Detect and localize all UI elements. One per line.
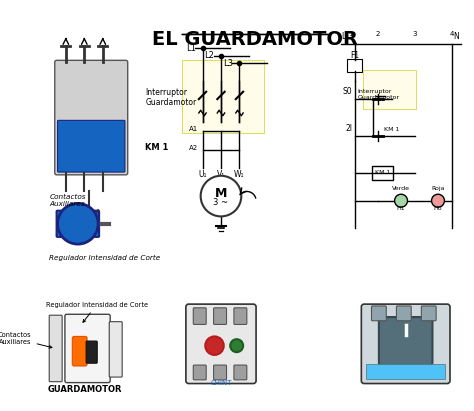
FancyBboxPatch shape	[421, 306, 436, 321]
FancyBboxPatch shape	[214, 365, 227, 380]
FancyBboxPatch shape	[214, 308, 227, 324]
Text: F1: F1	[350, 51, 359, 60]
Circle shape	[394, 194, 408, 207]
FancyBboxPatch shape	[379, 317, 432, 366]
FancyBboxPatch shape	[86, 341, 97, 363]
Text: Verde: Verde	[392, 186, 410, 191]
Text: V₁: V₁	[217, 170, 225, 179]
Text: 2: 2	[376, 31, 380, 37]
FancyBboxPatch shape	[396, 306, 411, 321]
FancyBboxPatch shape	[56, 211, 99, 237]
Text: Regulador Intensidad de Corte: Regulador Intensidad de Corte	[46, 302, 147, 322]
Text: CHINT: CHINT	[210, 381, 232, 386]
FancyBboxPatch shape	[363, 71, 416, 109]
Text: H1: H1	[397, 206, 405, 211]
Text: N: N	[454, 32, 459, 41]
FancyBboxPatch shape	[57, 120, 125, 172]
Text: L3: L3	[223, 59, 233, 67]
FancyBboxPatch shape	[109, 322, 122, 377]
FancyBboxPatch shape	[373, 166, 393, 180]
Circle shape	[57, 203, 98, 244]
Text: Interruptor
Guardamotor: Interruptor Guardamotor	[145, 88, 197, 107]
Circle shape	[230, 339, 243, 352]
Circle shape	[431, 194, 445, 207]
Text: A1: A1	[189, 127, 198, 132]
Text: H0: H0	[434, 206, 442, 211]
Text: 2I: 2I	[345, 125, 352, 134]
Circle shape	[201, 176, 241, 217]
FancyBboxPatch shape	[234, 365, 247, 380]
FancyBboxPatch shape	[361, 304, 450, 383]
FancyBboxPatch shape	[193, 365, 206, 380]
FancyBboxPatch shape	[49, 315, 62, 382]
Text: Regulador Intensidad de Corte: Regulador Intensidad de Corte	[49, 255, 161, 261]
FancyBboxPatch shape	[65, 314, 110, 383]
Text: Roja: Roja	[431, 186, 445, 191]
Text: Interruptor
Guardamotor: Interruptor Guardamotor	[358, 89, 400, 100]
Text: W₁: W₁	[234, 170, 245, 179]
FancyBboxPatch shape	[234, 308, 247, 324]
Text: S0: S0	[343, 88, 352, 97]
Text: A2: A2	[189, 145, 198, 151]
FancyBboxPatch shape	[73, 337, 87, 366]
Text: KM 1: KM 1	[375, 171, 390, 175]
Text: M: M	[215, 187, 227, 200]
Text: 3 ~: 3 ~	[213, 198, 228, 207]
FancyBboxPatch shape	[193, 308, 206, 324]
Text: L1: L1	[341, 32, 350, 41]
Text: GUARDAMOTOR: GUARDAMOTOR	[48, 386, 122, 395]
Text: U₁: U₁	[198, 170, 207, 179]
FancyBboxPatch shape	[182, 60, 264, 133]
FancyBboxPatch shape	[372, 306, 386, 321]
Text: Contactos
Auxiliares: Contactos Auxiliares	[0, 332, 52, 348]
Text: 3: 3	[413, 31, 417, 37]
Text: KM 1: KM 1	[384, 127, 400, 132]
Text: KM 1: KM 1	[145, 143, 169, 152]
FancyBboxPatch shape	[186, 304, 256, 383]
FancyBboxPatch shape	[55, 60, 128, 175]
FancyBboxPatch shape	[347, 60, 362, 72]
Circle shape	[205, 337, 224, 355]
Text: Contactos
Auxiliares: Contactos Auxiliares	[49, 194, 86, 207]
Text: L1: L1	[186, 44, 196, 53]
Text: 1: 1	[348, 31, 353, 37]
FancyBboxPatch shape	[366, 364, 446, 379]
Text: EL GUARDAMOTOR: EL GUARDAMOTOR	[152, 30, 358, 49]
Text: 4: 4	[450, 31, 454, 37]
Text: L2: L2	[204, 51, 214, 60]
